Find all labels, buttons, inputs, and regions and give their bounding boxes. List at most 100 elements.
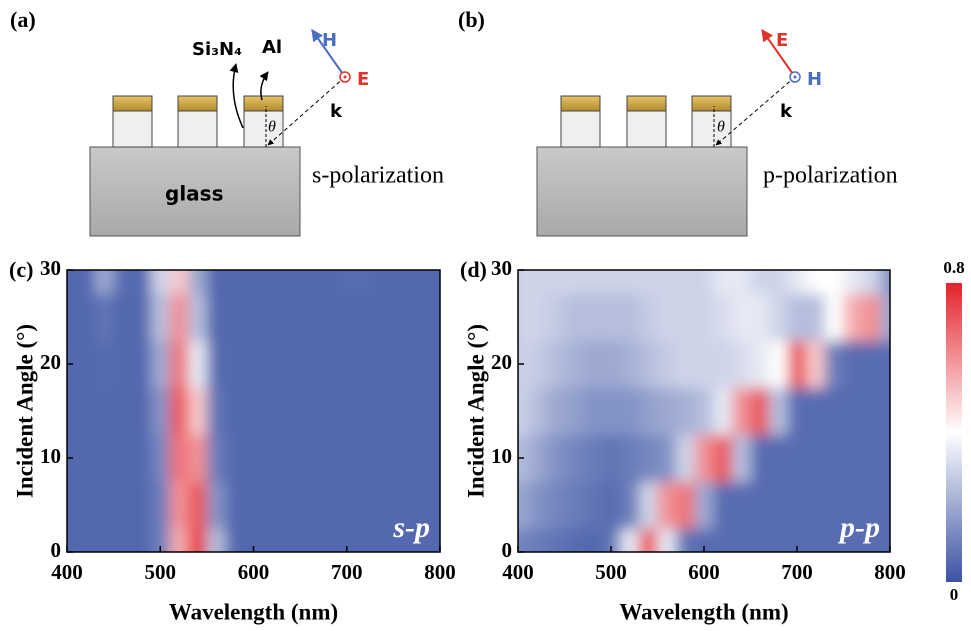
heatmap-cell xyxy=(639,435,658,483)
label-theta: θ xyxy=(268,119,276,136)
heatmap-cell xyxy=(713,435,732,483)
heatmap-cell xyxy=(188,294,207,342)
panel-label: (a) xyxy=(10,7,36,32)
heatmap-cell xyxy=(751,482,770,530)
heatmap-cell xyxy=(676,482,695,530)
annotation: p-p xyxy=(837,511,880,544)
heatmap-cell xyxy=(751,435,770,483)
heatmap-cell xyxy=(844,388,863,436)
heatmap-cell xyxy=(695,482,714,530)
heatmap-cell xyxy=(639,294,658,342)
heatmap-cell xyxy=(226,482,245,530)
heatmap-cell xyxy=(676,435,695,483)
heatmap-cell xyxy=(658,435,677,483)
heatmap-cell xyxy=(862,341,881,389)
heatmap-cell xyxy=(806,435,825,483)
heatmap-cell xyxy=(788,294,807,342)
heatmap-cell xyxy=(602,388,621,436)
heatmap-cells xyxy=(58,247,450,577)
heatmap-cell xyxy=(170,294,189,342)
label-glass: glass xyxy=(165,182,223,206)
heatmap-cell xyxy=(732,435,751,483)
heatmap-cell xyxy=(676,341,695,389)
heatmap-cell xyxy=(207,435,226,483)
x-tick-label: 500 xyxy=(145,560,177,584)
heatmap-cell xyxy=(695,388,714,436)
label-e: E xyxy=(357,69,369,90)
y-axis-title: Incident Angle (°) xyxy=(12,324,37,498)
colorbar-tick-label: 0 xyxy=(950,585,959,604)
x-tick-label: 700 xyxy=(781,560,813,584)
y-tick-label: 10 xyxy=(40,444,61,468)
heatmap-cell xyxy=(393,388,412,436)
heatmap-cell xyxy=(226,341,245,389)
heatmap-cell xyxy=(337,482,356,530)
heatmap-cell xyxy=(412,388,431,436)
x-axis-title: Wavelength (nm) xyxy=(169,599,338,624)
x-tick-label: 600 xyxy=(688,560,720,584)
heatmap-cell xyxy=(114,435,133,483)
heatmap-cell xyxy=(375,482,394,530)
heatmap-cell xyxy=(751,341,770,389)
heatmap-cell xyxy=(546,482,565,530)
heatmap-cell xyxy=(151,341,170,389)
heatmap-cell xyxy=(114,294,133,342)
heatmap-cell xyxy=(546,341,565,389)
y-tick-label: 0 xyxy=(502,538,513,562)
heatmap-cell xyxy=(356,435,375,483)
heatmap-cell xyxy=(639,482,658,530)
annotation: s-p xyxy=(392,511,430,544)
heatmap-cell xyxy=(188,435,207,483)
y-axis-title: Incident Angle (°) xyxy=(463,324,488,498)
y-tick-label: 0 xyxy=(51,538,62,562)
heatmap-cell xyxy=(732,294,751,342)
x-tick-label: 500 xyxy=(595,560,627,584)
heatmap-cell xyxy=(114,341,133,389)
heatmap-cell xyxy=(170,435,189,483)
heatmap-cell xyxy=(263,388,282,436)
heatmap-cell xyxy=(226,294,245,342)
heatmap-cell xyxy=(76,435,95,483)
heatmap-cell xyxy=(170,388,189,436)
heatmap-cell xyxy=(769,341,788,389)
heatmap-cell xyxy=(300,435,319,483)
heatmap-cell xyxy=(602,294,621,342)
heatmap-cell xyxy=(658,341,677,389)
heatmap-cell xyxy=(281,341,300,389)
heatmap-cell xyxy=(337,294,356,342)
heatmap-cell xyxy=(862,388,881,436)
x-tick-label: 600 xyxy=(238,560,270,584)
x-tick-label: 800 xyxy=(424,560,456,584)
heatmap-cell xyxy=(95,294,114,342)
heatmap-cell xyxy=(658,482,677,530)
heatmap-cell xyxy=(281,388,300,436)
heatmap-cell xyxy=(226,435,245,483)
heatmap-cell xyxy=(546,388,565,436)
heatmap-cell xyxy=(300,482,319,530)
heatmap-cell xyxy=(300,294,319,342)
heatmap-cell xyxy=(244,482,263,530)
heatmap-cell xyxy=(565,294,584,342)
heatmap-cell xyxy=(319,294,338,342)
heatmap-cell xyxy=(356,341,375,389)
heatmap-cell xyxy=(375,435,394,483)
heatmap-cell xyxy=(76,341,95,389)
heatmap-cell xyxy=(226,388,245,436)
heatmap-cell xyxy=(788,482,807,530)
heatmap-cell xyxy=(151,388,170,436)
heatmap-cell xyxy=(602,435,621,483)
heatmap-cell xyxy=(188,388,207,436)
heatmap-cell xyxy=(244,341,263,389)
figure: (a) Si₃N₄ Al H E k θ glass s-polarizatio… xyxy=(0,0,971,631)
heatmap-cell xyxy=(732,341,751,389)
heatmap-cell xyxy=(565,388,584,436)
label-k: k xyxy=(330,101,343,122)
heatmap-cell xyxy=(527,435,546,483)
heatmap-cell xyxy=(825,435,844,483)
heatmap-cell xyxy=(546,294,565,342)
heatmap-cell xyxy=(114,482,133,530)
colorbar-tick-label: 0.8 xyxy=(943,258,964,277)
heatmap-cell xyxy=(620,435,639,483)
heatmap-cell xyxy=(281,435,300,483)
heatmap-cell xyxy=(546,435,565,483)
